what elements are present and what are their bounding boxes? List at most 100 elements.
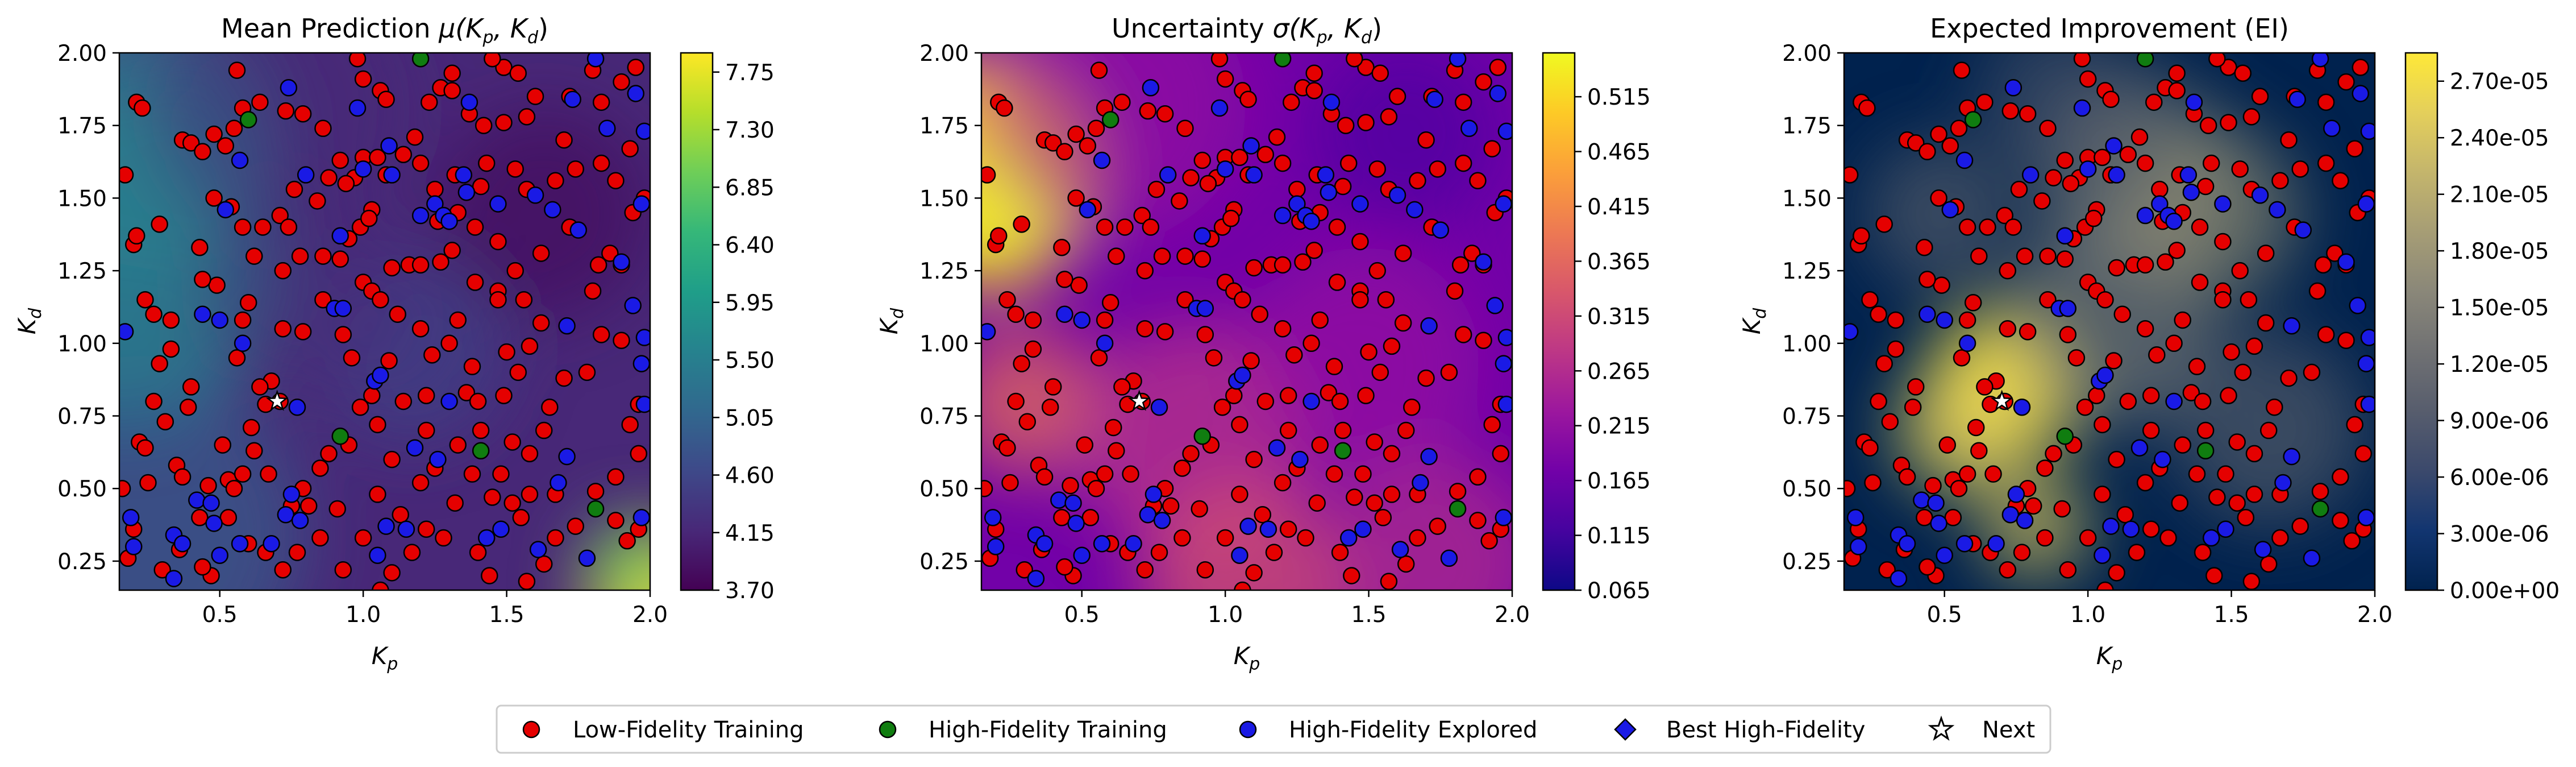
low-fidelity-point	[406, 128, 424, 146]
low-fidelity-point	[1388, 88, 1406, 105]
colorbar-tick-label: 2.10e-05	[2450, 183, 2549, 208]
low-fidelity-point	[1279, 387, 1297, 405]
explored-point	[1268, 439, 1286, 457]
explored-point	[1420, 447, 1438, 466]
low-fidelity-point	[463, 358, 481, 375]
low-fidelity-point	[498, 343, 515, 361]
explored-point	[586, 53, 605, 68]
explored-point	[280, 79, 298, 97]
colorbar-tick-label: 6.00e-06	[2450, 465, 2549, 491]
low-fidelity-point	[1044, 378, 1062, 396]
low-fidelity-point	[1041, 398, 1059, 416]
low-fidelity-point	[1334, 177, 1352, 196]
colorbar: 0.00e+00 3.00e-06 6.00e-06 9.00e-06 1.20e-05…	[2404, 52, 2560, 604]
explored-point	[558, 317, 576, 335]
x-tick-label: 1.0	[346, 602, 381, 628]
low-fidelity-point	[2045, 169, 2062, 186]
low-fidelity-point	[1875, 355, 1893, 372]
axes: 0.5 1.0 1.5 2.0 0.25 0.50 0.75 1.00 1.25 1.50 1.75…	[1782, 41, 2392, 628]
high-fidelity-point	[1449, 500, 1467, 518]
heatmap-region	[438, 106, 650, 322]
low-fidelity-point	[1311, 311, 1329, 329]
low-fidelity-point	[1090, 61, 1108, 79]
low-fidelity-point	[2036, 459, 2054, 477]
low-fidelity-point	[1976, 93, 1994, 111]
explored-point	[369, 546, 386, 564]
explored-point	[1890, 570, 1908, 587]
explored-point	[1930, 515, 1947, 532]
low-fidelity-point	[466, 218, 484, 236]
low-fidelity-point	[389, 305, 406, 323]
explored-point	[1406, 201, 1424, 219]
low-fidelity-point	[506, 160, 524, 178]
low-fidelity-point	[555, 369, 573, 387]
explored-point	[1322, 93, 1341, 111]
low-fidelity-point	[156, 413, 174, 430]
explored-point	[202, 494, 220, 512]
low-fidelity-point	[1351, 291, 1369, 309]
low-fidelity-point	[2116, 505, 2134, 524]
legend-label: Best High-Fidelity	[1666, 717, 1865, 743]
y-tick-label: 1.25	[919, 259, 969, 284]
low-fidelity-point	[1256, 146, 1275, 164]
low-fidelity-point	[331, 250, 349, 268]
low-fidelity-point	[2056, 151, 2074, 169]
low-fidelity-point	[1156, 105, 1174, 123]
low-fidelity-point	[1469, 512, 1487, 529]
explored-point	[211, 546, 228, 564]
low-fidelity-point	[1343, 567, 1360, 584]
explored-point	[2094, 546, 2111, 564]
x-tick-label: 1.0	[2070, 602, 2105, 628]
low-fidelity-point	[179, 398, 197, 416]
colorbar-tick-label: 0.215	[1587, 414, 1651, 440]
low-fidelity-point	[2059, 326, 2077, 343]
low-fidelity-point	[1108, 247, 1125, 265]
low-fidelity-point	[1870, 392, 1887, 411]
low-fidelity-point	[2208, 53, 2226, 68]
explored-point	[231, 535, 249, 553]
low-fidelity-point	[463, 465, 481, 483]
next-point-star-icon	[1128, 389, 1151, 411]
low-fidelity-point	[1979, 218, 1996, 236]
colorbar: 3.70 4.15 4.60 5.05 5.50 5.95 6.40 6.85 7.30 7.75	[680, 52, 775, 604]
low-fidelity-point	[1958, 465, 1976, 483]
low-fidelity-point	[2019, 323, 2037, 341]
low-fidelity-point	[191, 509, 209, 526]
low-fidelity-point	[1970, 247, 1988, 265]
low-fidelity-point	[1302, 334, 1320, 353]
low-fidelity-point	[592, 154, 610, 172]
explored-point	[1234, 366, 1251, 384]
low-fidelity-point	[2259, 421, 2278, 440]
low-fidelity-point	[1067, 189, 1085, 207]
low-fidelity-point	[311, 459, 329, 477]
low-fidelity-point	[334, 561, 352, 579]
explored-point	[2283, 447, 2300, 466]
low-fidelity-point	[1858, 99, 1876, 117]
low-fidelity-point	[1090, 349, 1108, 367]
low-fidelity-point	[518, 573, 536, 590]
low-fidelity-point	[472, 421, 490, 440]
low-fidelity-point	[139, 474, 157, 492]
low-fidelity-point	[2096, 291, 2114, 309]
explored-point	[1339, 529, 1358, 547]
low-fidelity-point	[1944, 509, 1962, 526]
low-fidelity-point	[1213, 398, 1231, 416]
low-fidelity-point	[383, 259, 401, 277]
low-fidelity-point	[1999, 561, 2017, 579]
low-fidelity-point	[1930, 189, 1947, 207]
low-fidelity-point	[2332, 512, 2349, 529]
low-fidelity-point	[2094, 486, 2111, 503]
low-fidelity-point	[1294, 253, 1312, 271]
x-axis-label: Kp	[2096, 642, 2123, 674]
low-fidelity-point	[2196, 421, 2215, 440]
chart-title: Mean Prediction μ(Kp, Kd)	[221, 13, 548, 48]
explored-point	[2079, 160, 2097, 178]
low-fidelity-point	[526, 88, 544, 105]
low-fidelity-point	[1339, 154, 1358, 172]
explored-point	[2001, 505, 2020, 524]
low-fidelity-point	[1254, 505, 1272, 524]
low-fidelity-point	[2036, 529, 2054, 547]
explored-point	[2021, 166, 2040, 184]
low-fidelity-point	[2271, 172, 2289, 190]
